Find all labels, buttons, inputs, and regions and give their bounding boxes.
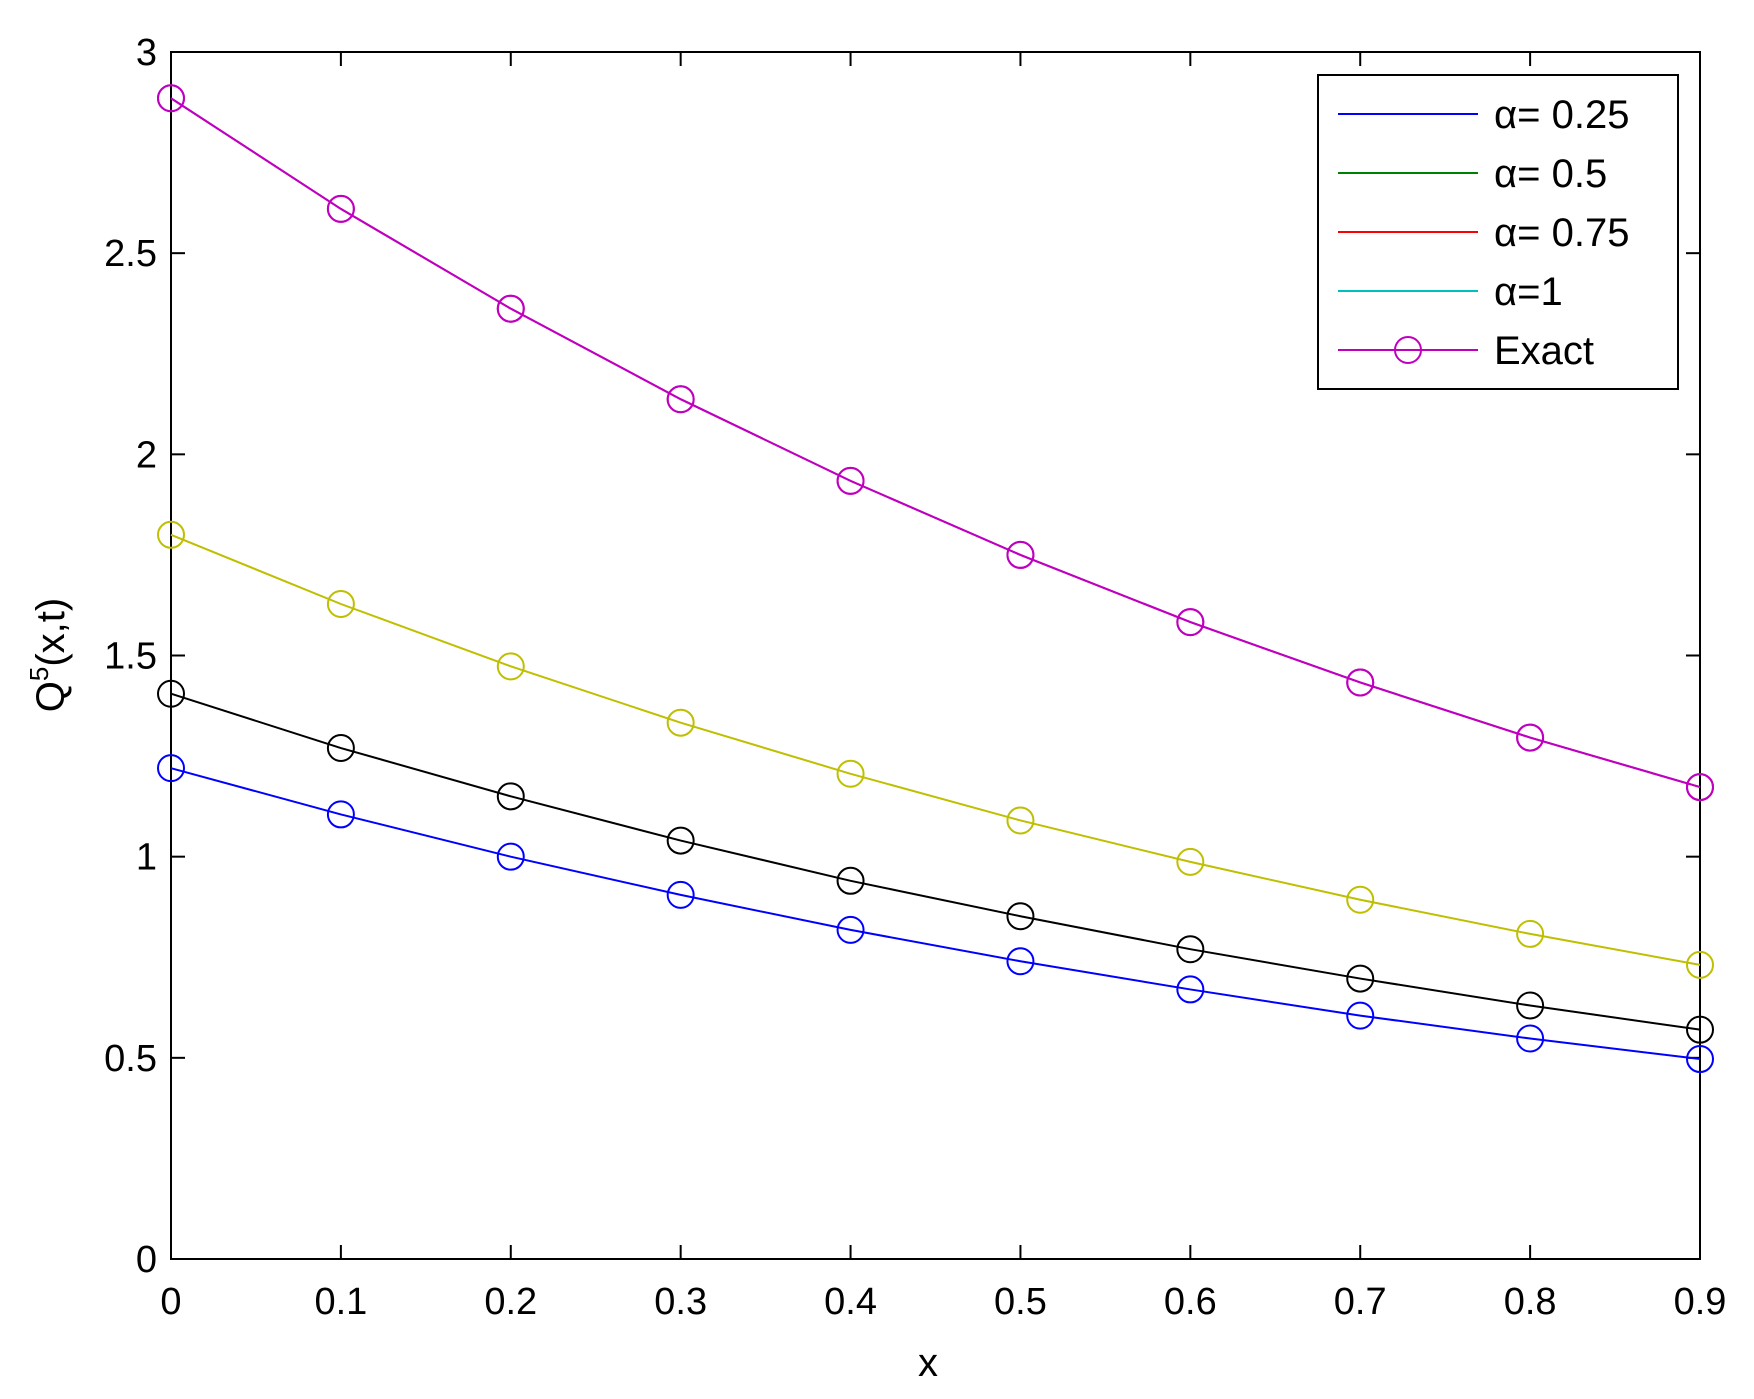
data-point — [1006, 947, 1035, 976]
data-point — [1176, 608, 1205, 637]
data-point — [1176, 935, 1205, 964]
legend: α= 0.25 α= 0.5 α= 0.75 α=1 Exact — [1317, 74, 1679, 390]
x-tick-label: 0 — [160, 1281, 181, 1323]
data-point — [326, 590, 355, 619]
series-layer — [157, 84, 1714, 1074]
data-point — [496, 842, 525, 871]
data-point — [157, 679, 185, 708]
x-tick-label: 0.5 — [994, 1281, 1047, 1323]
series-line — [170, 767, 1701, 1061]
x-tick-label: 0.6 — [1164, 1281, 1217, 1323]
y-tick-label: 0.5 — [104, 1038, 157, 1080]
data-point — [326, 800, 355, 829]
data-point — [157, 520, 185, 549]
data-point — [836, 915, 865, 944]
y-tick-label: 1 — [136, 837, 157, 879]
series-1 — [157, 679, 1714, 1044]
data-point — [157, 84, 185, 113]
data-point — [666, 826, 695, 855]
legend-label: α= 0.75 — [1494, 211, 1629, 255]
x-tick-label: 0.8 — [1504, 1281, 1557, 1323]
y-axis-label-base: Q — [29, 681, 73, 712]
x-tick-label: 0.9 — [1674, 1281, 1727, 1323]
data-point — [836, 466, 865, 495]
legend-marker — [1394, 336, 1422, 364]
legend-label: Exact — [1494, 329, 1594, 373]
data-point — [1006, 902, 1035, 931]
data-point — [1006, 806, 1035, 835]
series-line — [170, 533, 1701, 966]
data-point — [326, 734, 355, 763]
data-point — [1516, 991, 1545, 1020]
x-tick-label: 0.4 — [824, 1281, 877, 1323]
y-axis-label-sup: 5 — [24, 667, 54, 681]
data-point — [157, 754, 185, 783]
data-point — [836, 866, 865, 895]
data-point — [1516, 919, 1545, 948]
y-axis-label-rest: (x,t) — [29, 598, 73, 667]
series-line — [170, 692, 1701, 1031]
series-4 — [157, 84, 1714, 802]
data-point — [666, 708, 695, 737]
data-point — [1176, 847, 1205, 876]
data-point — [666, 880, 695, 909]
data-point — [836, 759, 865, 788]
data-point — [1686, 773, 1714, 802]
data-point — [1346, 668, 1375, 697]
data-point — [496, 782, 525, 811]
data-point — [1686, 950, 1714, 979]
data-point — [1686, 1045, 1714, 1074]
x-axis-label: x — [918, 1341, 938, 1385]
data-point — [496, 294, 525, 323]
data-point — [1516, 723, 1545, 752]
data-point — [1686, 1015, 1714, 1044]
y-tick-label: 2.5 — [104, 233, 157, 275]
data-point — [496, 652, 525, 681]
legend-label: α= 0.25 — [1494, 93, 1629, 137]
y-tick-label: 0 — [136, 1239, 157, 1281]
data-point — [1346, 964, 1375, 993]
series-0 — [157, 754, 1714, 1074]
x-tick-label: 0.1 — [314, 1281, 367, 1323]
legend-label: α=1 — [1494, 270, 1563, 314]
x-tick-label: 0.3 — [654, 1281, 707, 1323]
series-line — [170, 97, 1701, 789]
series-2 — [157, 520, 1714, 979]
x-tick-label: 0.2 — [484, 1281, 537, 1323]
y-axis-label: Q5(x,t) — [24, 598, 73, 712]
y-tick-label: 1.5 — [104, 636, 157, 678]
data-point — [326, 194, 355, 223]
data-point — [1516, 1024, 1545, 1053]
data-point — [666, 385, 695, 414]
legend-label: α= 0.5 — [1494, 152, 1607, 196]
y-tick-label: 2 — [136, 434, 157, 476]
data-point — [1176, 975, 1205, 1004]
x-tick-label: 0.7 — [1334, 1281, 1387, 1323]
axis-ticks: 0 0.1 0.2 0.3 0.4 0.5 0.6 0.7 0.8 0.9 0 0.5 1 1.5 2 2.5… — [104, 32, 1726, 1323]
y-tick-label: 3 — [136, 32, 157, 74]
data-point — [1346, 1001, 1375, 1030]
data-point — [1346, 885, 1375, 914]
data-point — [1006, 540, 1035, 569]
